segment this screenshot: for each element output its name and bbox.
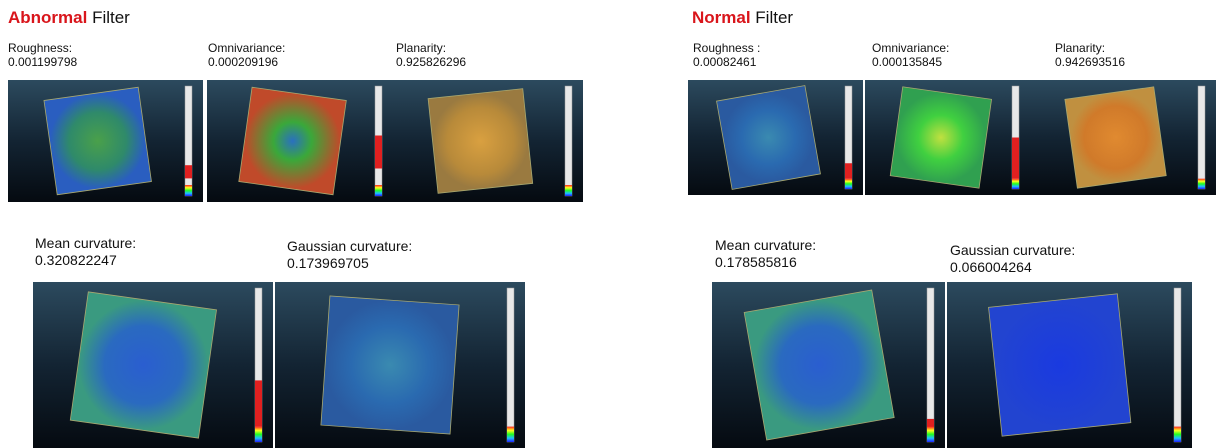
title-highlight: Normal — [692, 8, 751, 27]
title-rest: Filter — [751, 8, 794, 27]
title-highlight: Abnormal — [8, 8, 87, 27]
metric-value: 0.066004264 — [950, 259, 1032, 276]
metric-label: Roughness: — [8, 41, 72, 55]
point-cloud-render — [1030, 80, 1216, 195]
title-rest: Filter — [87, 8, 130, 27]
point-cloud-render — [393, 80, 583, 202]
metric-label: Mean curvature: — [35, 235, 136, 252]
metric-value: 0.000209196 — [208, 55, 278, 69]
metric-value: 0.173969705 — [287, 255, 369, 272]
metric-label: Planarity: — [1055, 41, 1105, 55]
metric-label: Gaussian curvature: — [287, 238, 412, 255]
point-cloud-render — [33, 282, 273, 448]
point-cloud-render — [947, 282, 1192, 448]
point-cloud-render — [865, 80, 1030, 195]
point-cloud-render — [8, 80, 203, 202]
point-cloud-render — [207, 80, 393, 202]
metric-label: Omnivariance: — [872, 41, 949, 55]
slide: Abnormal Filter Roughness:0.001199798 Omni… — [0, 0, 1216, 448]
metric-value: 0.320822247 — [35, 252, 117, 269]
metric-value: 0.925826296 — [396, 55, 466, 69]
metric-value: 0.000135845 — [872, 55, 942, 69]
metric-label: Mean curvature: — [715, 237, 816, 254]
metric-label: Planarity: — [396, 41, 446, 55]
render-layer — [0, 0, 1216, 448]
metric-label: Gaussian curvature: — [950, 242, 1075, 259]
metric-value: 0.001199798 — [8, 55, 77, 69]
point-cloud-render — [688, 80, 863, 195]
metric-label: Omnivariance: — [208, 41, 285, 55]
metric-value: 0.178585816 — [715, 254, 797, 271]
point-cloud-render — [275, 282, 525, 448]
panel-title: Abnormal Filter — [8, 8, 130, 28]
panel-title: Normal Filter — [692, 8, 793, 28]
metric-value: 0.00082461 — [693, 55, 756, 69]
metric-value: 0.942693516 — [1055, 55, 1125, 69]
point-cloud-render — [712, 282, 945, 448]
metric-label: Roughness : — [693, 41, 760, 55]
